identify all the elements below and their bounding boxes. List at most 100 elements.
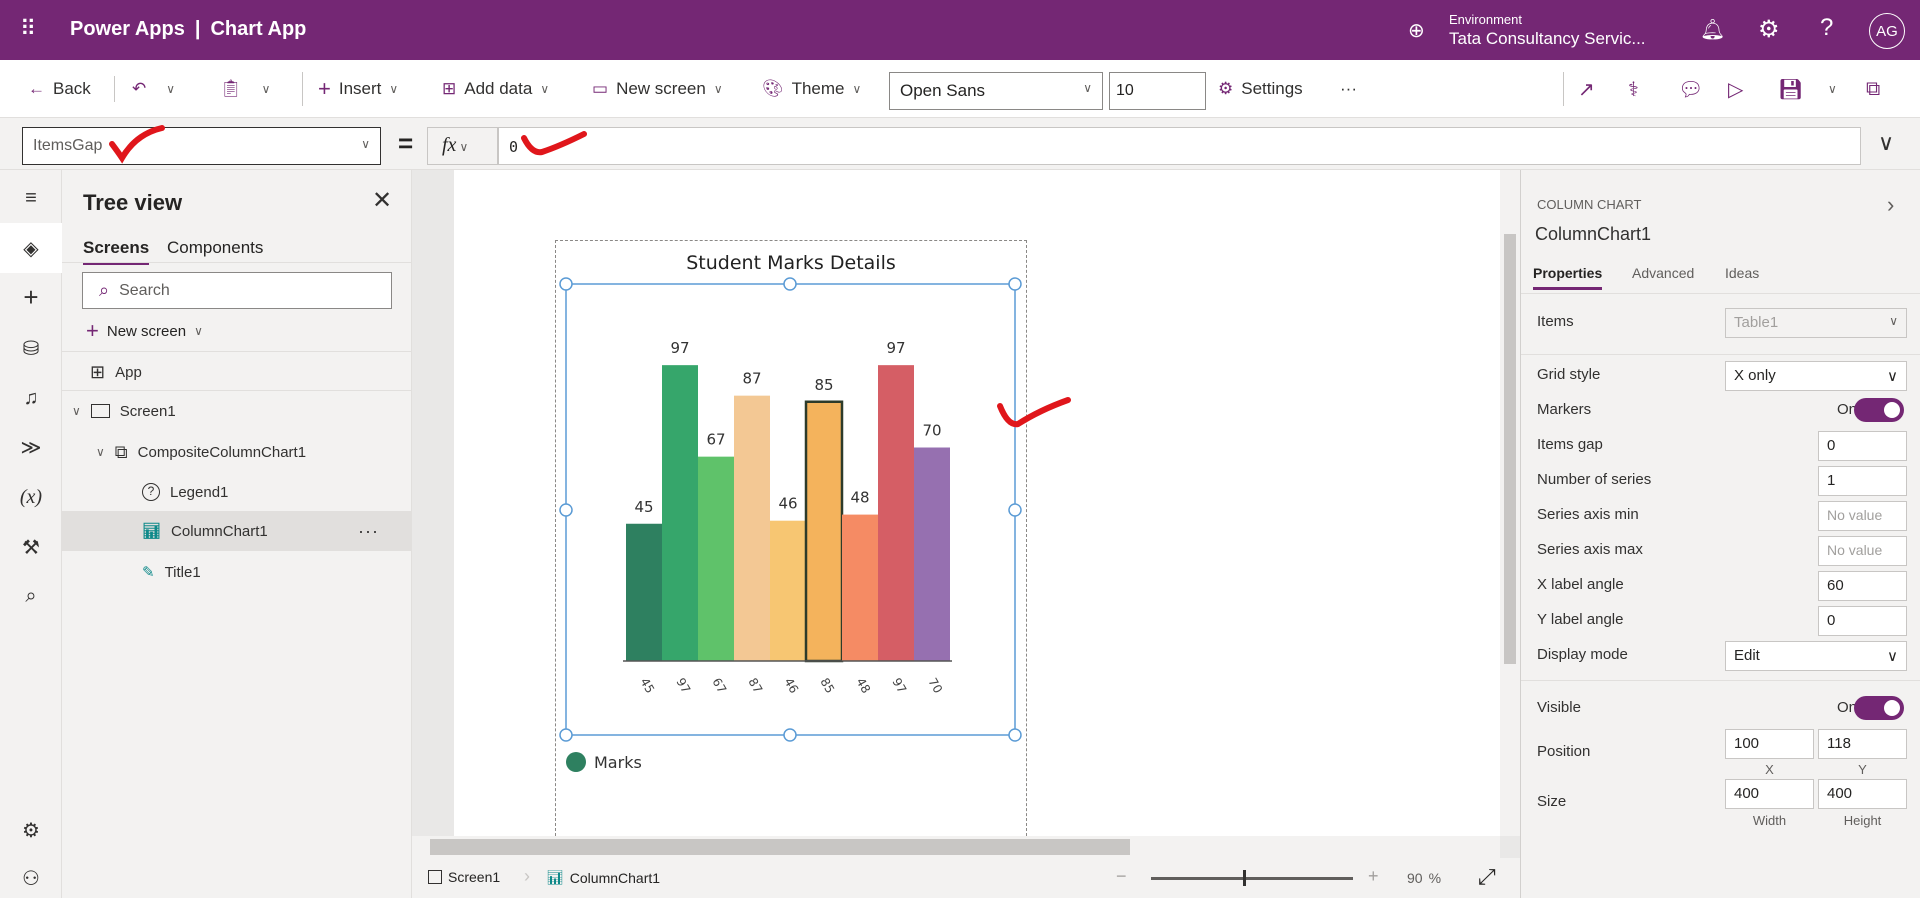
display-mode-dropdown[interactable]: Edit ∨ — [1725, 641, 1907, 671]
hamburger-menu-icon[interactable]: ≡ — [25, 186, 37, 209]
comment-icon[interactable]: 💬︎ — [1678, 78, 1704, 101]
environment-name[interactable]: Tata Consultancy Servic... — [1449, 29, 1646, 48]
virtual-agent-icon[interactable]: ⚇ — [22, 867, 40, 890]
bar[interactable] — [626, 523, 662, 661]
tab-ideas[interactable]: Ideas — [1725, 265, 1760, 281]
tree-item-legend1[interactable]: ? Legend1 — [62, 472, 412, 512]
collapse-panel-chevron-icon[interactable]: › — [1887, 192, 1895, 217]
data-cylinder-icon[interactable]: ⛁ — [22, 337, 40, 360]
tree-item-app[interactable]: ⊞ App — [62, 352, 412, 392]
visible-toggle[interactable] — [1854, 696, 1904, 720]
notification-bell-icon[interactable]: 🔔︎ — [1700, 19, 1726, 41]
new-screen-button[interactable]: ▭ New screen ∨ — [592, 60, 723, 118]
font-size-input[interactable]: 10 — [1109, 72, 1206, 110]
tab-screens[interactable]: Screens — [83, 238, 150, 265]
tree-search-input[interactable]: ⌕ Search — [82, 272, 392, 309]
share-icon[interactable]: ↗ — [1578, 78, 1595, 101]
number-of-series-input[interactable]: 1 — [1818, 466, 1907, 496]
scrollbar-thumb[interactable] — [1504, 234, 1516, 664]
chevron-down-icon[interactable]: ∨ — [96, 445, 105, 459]
bar[interactable] — [914, 447, 950, 662]
chart-title[interactable]: Student Marks Details — [686, 252, 896, 274]
tools-icon[interactable]: ⚒ — [22, 536, 40, 559]
new-screen-button[interactable]: + New screen ∨ — [86, 318, 203, 344]
tree-item-compositecolumnchart1[interactable]: ∨ ⧉ CompositeColumnChart1 — [62, 432, 412, 472]
bar[interactable] — [878, 365, 914, 661]
more-options-icon[interactable]: ··· — [358, 520, 379, 541]
save-icon[interactable]: 💾︎ — [1778, 78, 1804, 101]
items-dropdown[interactable]: Table1 ∨ — [1725, 308, 1907, 338]
grid-style-dropdown[interactable]: X only ∨ — [1725, 361, 1907, 391]
expand-formula-chevron-icon[interactable]: ∨ — [1878, 130, 1895, 155]
y-label-angle-input[interactable]: 0 — [1818, 606, 1907, 636]
variables-icon[interactable]: (x) — [19, 485, 43, 508]
control-name[interactable]: ColumnChart1 — [1535, 224, 1652, 244]
app-checker-icon[interactable]: ⚕ — [1628, 78, 1639, 101]
waffle-icon[interactable]: ⠿ — [20, 16, 37, 41]
tree-item-title1[interactable]: ✎ Title1 — [62, 552, 412, 592]
gear-icon[interactable]: ⚙ — [1758, 16, 1780, 43]
tab-advanced[interactable]: Advanced — [1632, 265, 1695, 281]
zoom-in-button[interactable]: + — [1368, 866, 1379, 886]
bar[interactable] — [770, 520, 806, 661]
tab-properties[interactable]: Properties — [1533, 265, 1603, 290]
theme-button[interactable]: 🎨︎ Theme ∨ — [762, 60, 861, 118]
tree-item-columnchart1[interactable]: 📊︎ ColumnChart1 ··· — [62, 511, 412, 551]
close-icon[interactable]: ✕ — [372, 187, 393, 214]
formula-input[interactable]: 0 — [498, 127, 1861, 165]
breadcrumb-screen1[interactable]: Screen1 — [428, 869, 500, 885]
composite-chart-boundary[interactable] — [555, 240, 1027, 836]
more-button[interactable]: ··· — [1340, 79, 1357, 98]
insert-plus-icon[interactable]: + — [23, 281, 39, 312]
settings-gear-icon[interactable]: ⚙ — [22, 819, 40, 842]
chevron-down-icon[interactable]: ∨ — [261, 82, 271, 96]
app-screen[interactable]: Student Marks Details 45 45 97 97 67 67 87 87 46… — [454, 170, 1500, 836]
series-axis-min-input[interactable]: No value — [1818, 501, 1907, 531]
search-icon[interactable]: ⌕ — [25, 584, 37, 607]
bar[interactable] — [804, 400, 844, 663]
tree-view-layers-icon[interactable]: ◈ — [0, 223, 62, 273]
back-button[interactable]: ← Back — [28, 60, 91, 118]
chart-legend[interactable]: Marks — [566, 752, 642, 772]
bar[interactable] — [734, 395, 770, 661]
tab-components[interactable]: Components — [167, 238, 264, 257]
scrollbar-thumb[interactable] — [430, 839, 1130, 855]
series-axis-max-input[interactable]: No value — [1818, 536, 1907, 566]
undo-button[interactable]: ↶ ∨ — [132, 60, 175, 118]
chevron-down-icon[interactable]: ∨ — [72, 404, 81, 418]
chevron-down-icon[interactable]: ∨ — [166, 82, 176, 96]
markers-toggle[interactable] — [1854, 398, 1904, 422]
zoom-slider[interactable] — [1151, 877, 1353, 880]
settings-button[interactable]: ⚙ Settings — [1218, 60, 1303, 118]
help-icon[interactable]: ? — [1820, 14, 1834, 41]
insert-button[interactable]: + Insert ∨ — [318, 60, 398, 118]
breadcrumb-columnchart1[interactable]: 📊︎ ColumnChart1 — [546, 869, 660, 886]
items-gap-input[interactable]: 0 — [1818, 431, 1907, 461]
font-dropdown[interactable]: Open Sans ∨ — [889, 72, 1103, 110]
paste-button[interactable]: 📋︎ ∨ — [220, 60, 270, 118]
height-input[interactable]: 400 — [1818, 779, 1907, 809]
vertical-scrollbar[interactable] — [1500, 170, 1520, 836]
play-icon[interactable]: ▷ — [1728, 78, 1744, 101]
power-automate-icon[interactable]: ≫ — [20, 436, 42, 459]
zoom-slider-thumb[interactable] — [1243, 870, 1246, 886]
position-x-input[interactable]: 100 — [1725, 729, 1814, 759]
avatar[interactable]: AG — [1869, 13, 1905, 49]
add-data-button[interactable]: ⊞ Add data ∨ — [442, 60, 549, 118]
width-input[interactable]: 400 — [1725, 779, 1814, 809]
bar[interactable] — [698, 456, 734, 661]
environment-icon[interactable]: ⊕ — [1408, 20, 1425, 42]
x-label-angle-input[interactable]: 60 — [1818, 571, 1907, 601]
fit-to-window-icon[interactable]: ⤢ — [1478, 864, 1496, 889]
media-icon[interactable]: ♫ — [23, 386, 39, 409]
chevron-down-icon[interactable]: ∨ — [1828, 82, 1837, 96]
fx-button[interactable]: fx ∨ — [427, 127, 498, 165]
property-dropdown[interactable]: ItemsGap ∨ — [22, 127, 381, 165]
bar[interactable] — [842, 514, 878, 661]
zoom-out-button[interactable]: − — [1116, 866, 1127, 886]
publish-icon[interactable]: ⧉ — [1866, 77, 1881, 100]
column-chart[interactable]: 45 45 97 97 67 67 87 87 46 46 85 85 48 48 97 97 70 70 — [454, 170, 1500, 836]
tree-item-screen1[interactable]: ∨ Screen1 — [62, 391, 412, 431]
horizontal-scrollbar[interactable] — [412, 836, 1500, 858]
position-y-input[interactable]: 118 — [1818, 729, 1907, 759]
